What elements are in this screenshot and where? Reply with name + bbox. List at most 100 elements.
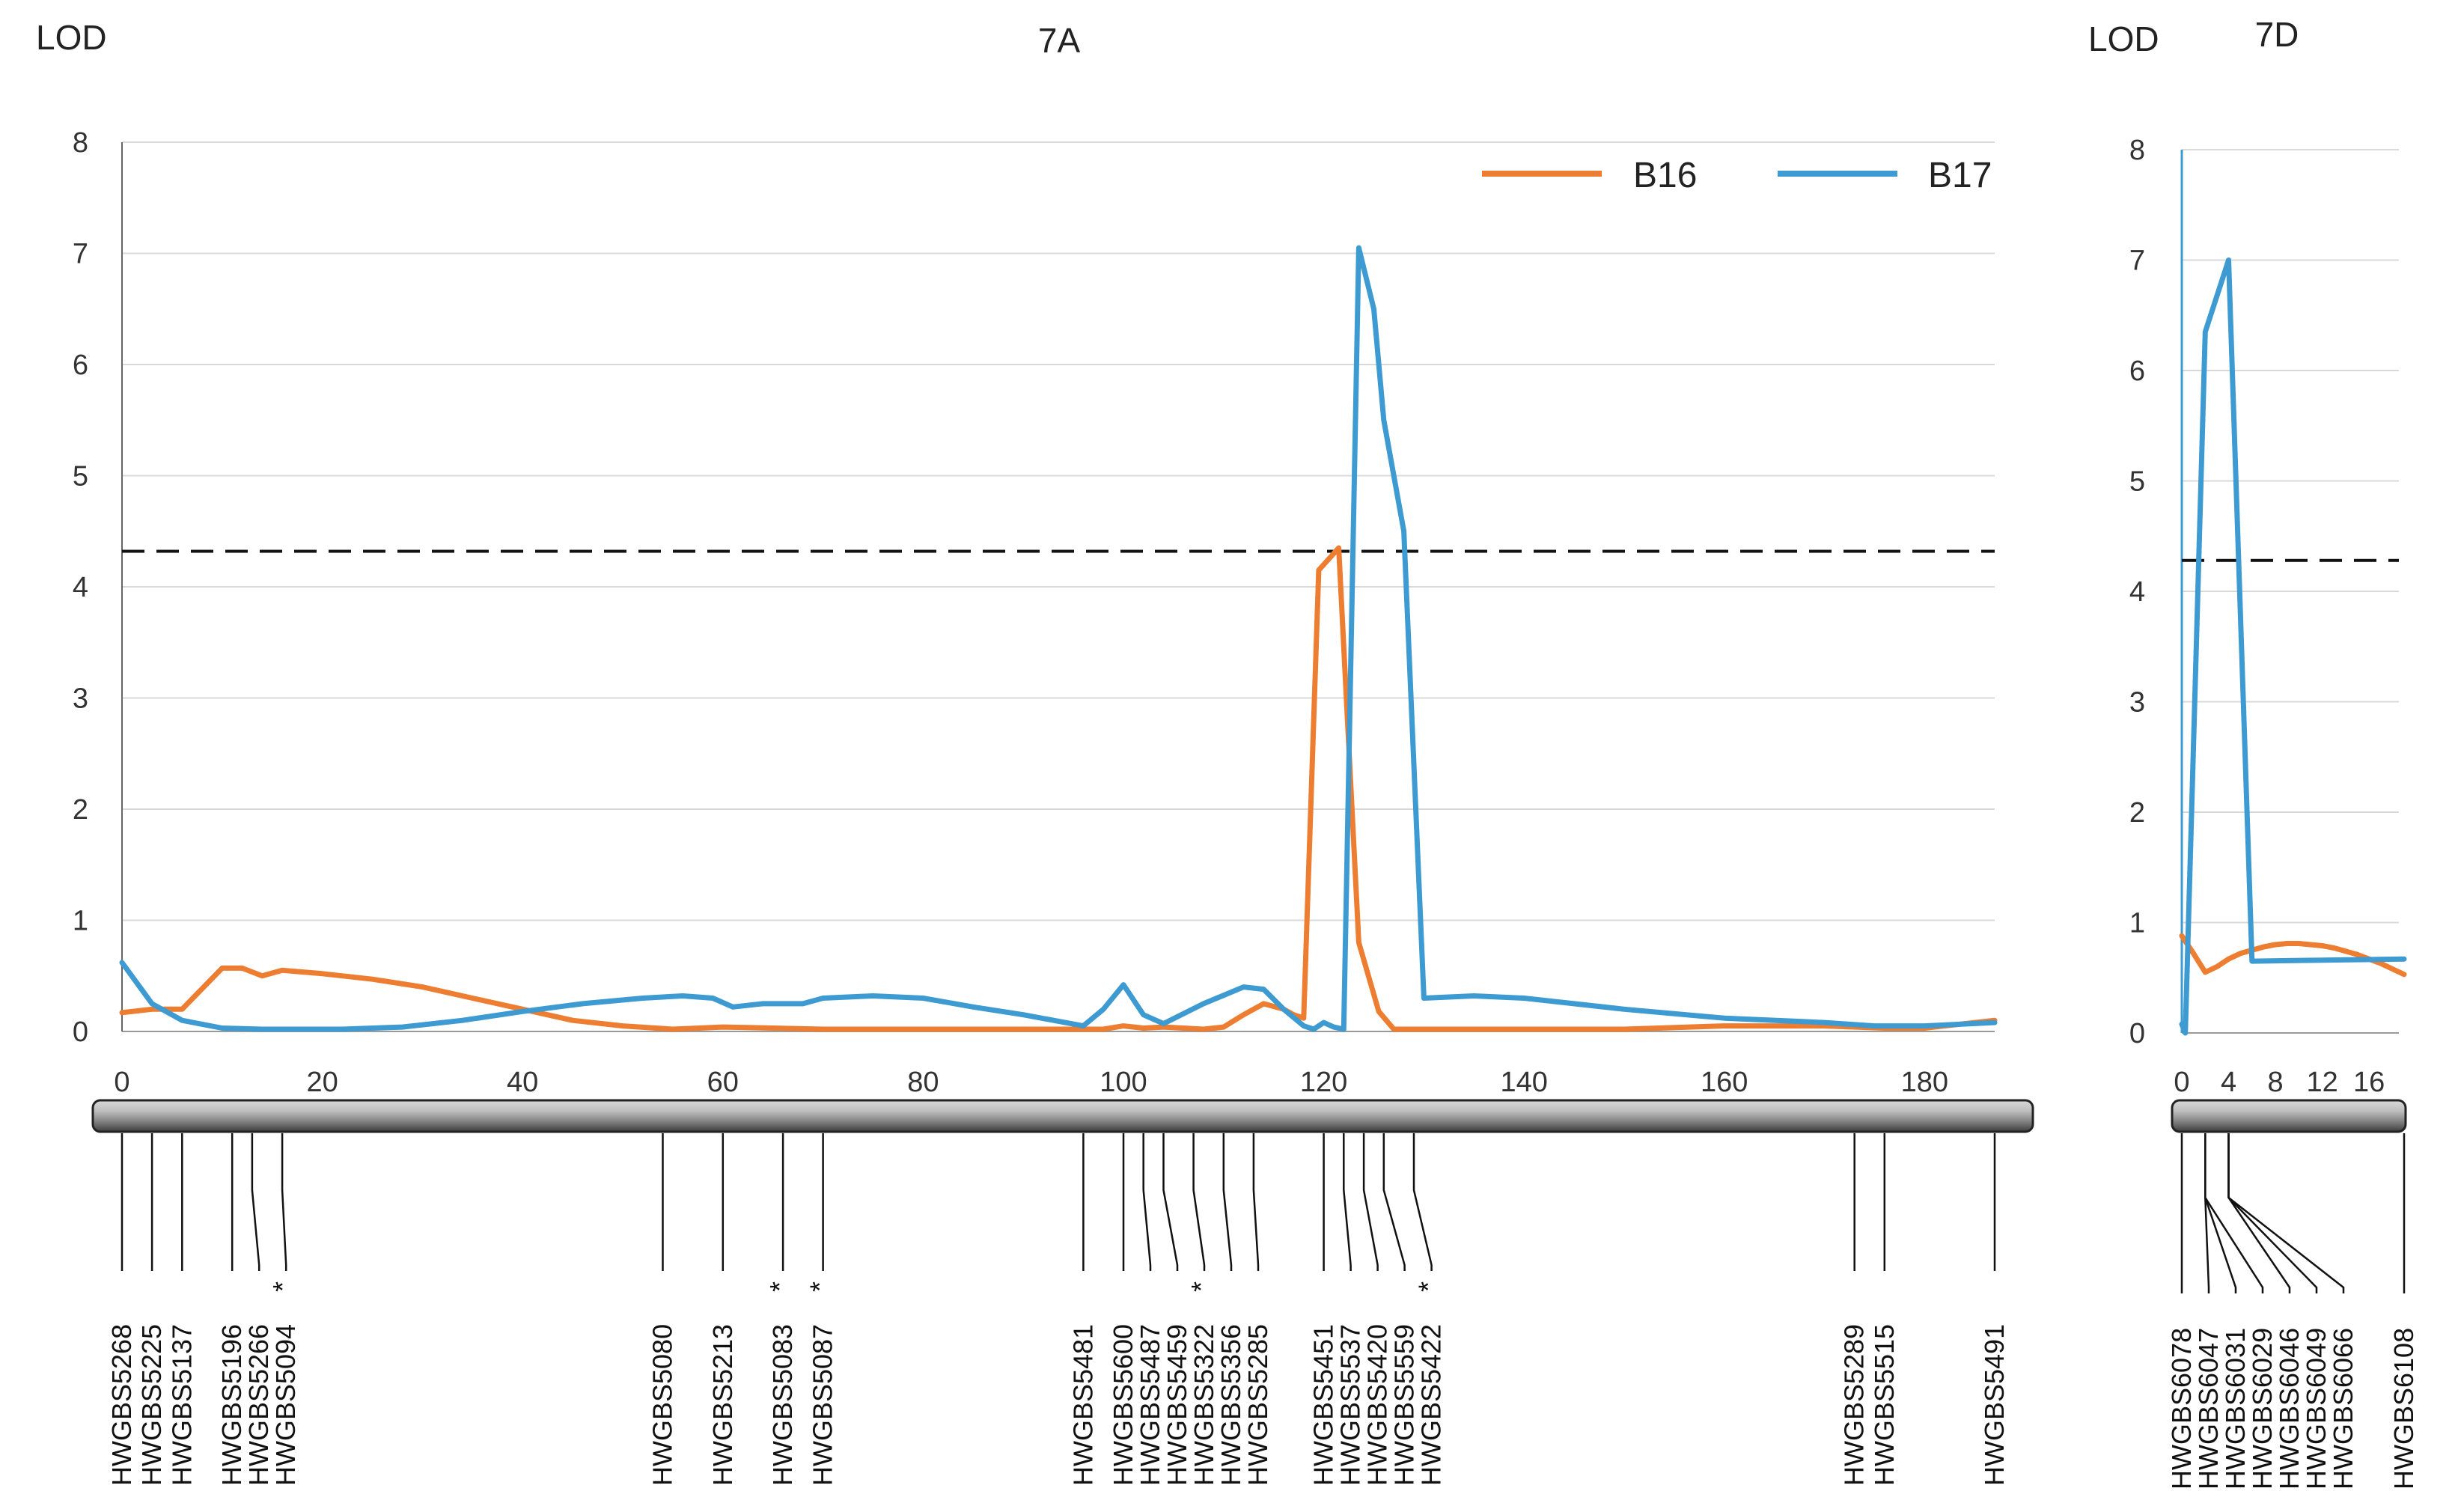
marker-line — [2204, 1133, 2264, 1293]
series-line-b16 — [119, 545, 1998, 1032]
y-tick-label: 5 — [73, 461, 88, 493]
marker-label: HWGBS5420 — [1362, 1324, 1393, 1486]
marker-label: HWGBS5559 — [1389, 1324, 1420, 1486]
x-tick-label: 0 — [2174, 1067, 2189, 1098]
legend-b16-label: B16 — [1633, 156, 1697, 195]
series-line-b17 — [119, 245, 1998, 1032]
x-tick-label: 12 — [2306, 1067, 2337, 1098]
x-tick-label: 180 — [1901, 1067, 1948, 1098]
marker-label: HWGBS5515 — [1869, 1324, 1900, 1486]
x-tick-label: 100 — [1100, 1067, 1147, 1098]
marker-label: HWGBS5289 — [1839, 1324, 1870, 1486]
y-tick-label: 7 — [2129, 246, 2145, 277]
legend-b17-label: B17 — [1928, 156, 1992, 195]
marker-star: * — [267, 1281, 298, 1292]
x-tick-label: 20 — [306, 1067, 338, 1098]
panel-7a-title: 7A — [1038, 21, 1081, 60]
y-tick-label: 1 — [2129, 908, 2145, 939]
chromosome-7a-markers: HWGBS5268 HWGBS5225 HWGBS5137 HWGBS5196 HWGB… — [106, 1133, 2010, 1486]
x-tick-label: 120 — [1300, 1067, 1347, 1098]
panel-7a-legend: B16 B17 — [1482, 156, 1992, 195]
y-tick-label: 8 — [2129, 135, 2145, 166]
y-tick-label: 6 — [2129, 356, 2145, 387]
y-tick-label: 3 — [73, 683, 88, 715]
marker-star: * — [1186, 1281, 1216, 1292]
y-tick-label: 7 — [73, 239, 88, 270]
x-tick-label: 60 — [707, 1067, 739, 1098]
series-line-b17 — [2179, 257, 2407, 1036]
marker-label: HWGBS5094 — [270, 1324, 301, 1486]
panel-7a-gridlines — [122, 141, 1995, 1032]
marker-label: HWGBS5080 — [647, 1324, 678, 1486]
marker-line — [2227, 1133, 2345, 1293]
marker-label: HWGBS5422 — [1416, 1324, 1447, 1486]
marker-label: HWGBS5537 — [1335, 1324, 1366, 1486]
x-tick-label: 8 — [2267, 1067, 2283, 1098]
panel-7a-series — [119, 245, 1998, 1032]
marker-label: HWGBS6029 — [2247, 1328, 2278, 1490]
x-tick-label: 0 — [114, 1067, 129, 1098]
panel-7d-y-axis-label: LOD — [2088, 19, 2159, 58]
marker-label: HWGBS5459 — [1162, 1324, 1192, 1486]
panel-7a-y-ticks: 0 1 2 3 4 5 6 7 8 — [73, 127, 88, 1048]
marker-label: HWGBS5268 — [106, 1324, 137, 1486]
y-tick-label: 6 — [73, 350, 88, 381]
panel-7d-y-ticks: 0 1 2 3 4 5 6 7 8 — [2129, 135, 2145, 1049]
y-tick-label: 0 — [2129, 1018, 2145, 1049]
marker-line — [1412, 1133, 1433, 1271]
marker-label: HWGBS6078 — [2166, 1328, 2197, 1490]
marker-label: HWGBS5600 — [1108, 1324, 1138, 1486]
marker-label: HWGBS5137 — [166, 1324, 197, 1486]
y-tick-label: 4 — [73, 572, 88, 603]
y-tick-label: 0 — [73, 1016, 88, 1048]
y-tick-label: 2 — [73, 794, 88, 826]
marker-label: HWGBS6049 — [2301, 1328, 2332, 1490]
marker-line — [2227, 1133, 2291, 1293]
marker-label: HWGBS5491 — [1979, 1324, 2010, 1486]
panel-7a-y-axis-label: LOD — [36, 18, 107, 57]
x-tick-label: 160 — [1701, 1067, 1748, 1098]
marker-label: HWGBS5481 — [1067, 1324, 1098, 1486]
chromosome-7d-markers: HWGBS6078HWGBS6047HWGBS6031HWGBS6029HWGB… — [2166, 1133, 2419, 1490]
panel-7d-gridlines — [2182, 149, 2399, 1034]
marker-label: HWGBS6046 — [2274, 1328, 2305, 1490]
marker-star: * — [764, 1281, 795, 1292]
panel-7d-title: 7D — [2255, 15, 2299, 54]
panel-7a-x-ticks: 0 20 40 60 80 100 120 140 160 180 — [114, 1067, 1948, 1098]
y-tick-label: 8 — [73, 127, 88, 159]
chromosome-7a-bar — [91, 1099, 2034, 1133]
marker-label: HWGBS5487 — [1135, 1324, 1165, 1486]
marker-label: HWGBS5322 — [1189, 1324, 1219, 1486]
y-tick-label: 3 — [2129, 687, 2145, 719]
marker-label: HWGBS6031 — [2220, 1328, 2251, 1490]
marker-line — [251, 1133, 260, 1271]
marker-label: HWGBS5451 — [1308, 1324, 1339, 1486]
marker-line — [1343, 1133, 1352, 1271]
marker-label: HWGBS5225 — [136, 1324, 167, 1486]
marker-line — [2204, 1133, 2237, 1293]
series-line-b16 — [2179, 933, 2407, 978]
panel-7d-x-ticks: 0 4 8 12 16 — [2174, 1067, 2385, 1098]
panel-7d-series — [2179, 257, 2407, 1036]
marker-line — [1142, 1133, 1152, 1271]
marker-label: HWGBS6066 — [2328, 1328, 2358, 1490]
marker-line — [1252, 1133, 1260, 1271]
marker-label: HWGBS5087 — [808, 1324, 838, 1486]
marker-line — [1162, 1133, 1179, 1271]
marker-label: HWGBS5285 — [1242, 1324, 1273, 1486]
marker-line — [2227, 1133, 2318, 1293]
x-tick-label: 80 — [907, 1067, 939, 1098]
y-tick-label: 5 — [2129, 466, 2145, 498]
marker-line — [1222, 1133, 1233, 1271]
x-tick-label: 40 — [507, 1067, 538, 1098]
x-tick-label: 16 — [2353, 1067, 2385, 1098]
y-tick-label: 1 — [73, 906, 88, 937]
marker-label: HWGBS5196 — [216, 1324, 247, 1486]
chromosome-7d-bar — [2171, 1099, 2407, 1133]
marker-star: * — [1413, 1281, 1444, 1292]
marker-line — [1192, 1133, 1206, 1271]
y-tick-label: 4 — [2129, 576, 2145, 608]
marker-label: HWGBS6047 — [2193, 1328, 2224, 1490]
marker-label: HWGBS6108 — [2388, 1328, 2419, 1490]
